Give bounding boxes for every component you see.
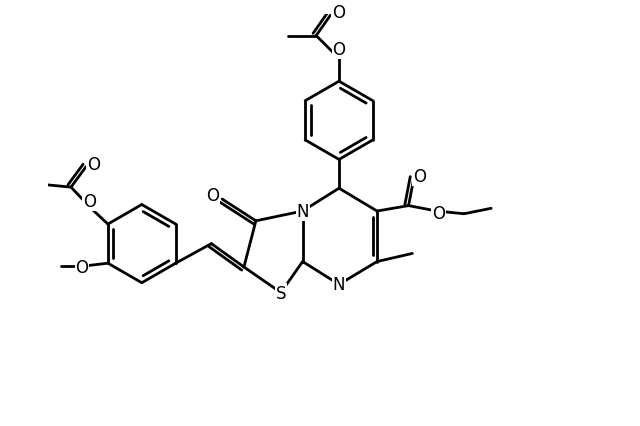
Text: O: O — [87, 156, 100, 174]
Text: O: O — [413, 167, 426, 185]
Text: O: O — [83, 192, 96, 210]
Text: O: O — [76, 259, 88, 276]
Text: O: O — [206, 187, 219, 205]
Text: O: O — [332, 4, 345, 22]
Text: O: O — [333, 41, 346, 59]
Text: N: N — [296, 202, 309, 221]
Text: N: N — [333, 276, 345, 294]
Text: O: O — [432, 204, 445, 222]
Text: S: S — [276, 284, 286, 302]
